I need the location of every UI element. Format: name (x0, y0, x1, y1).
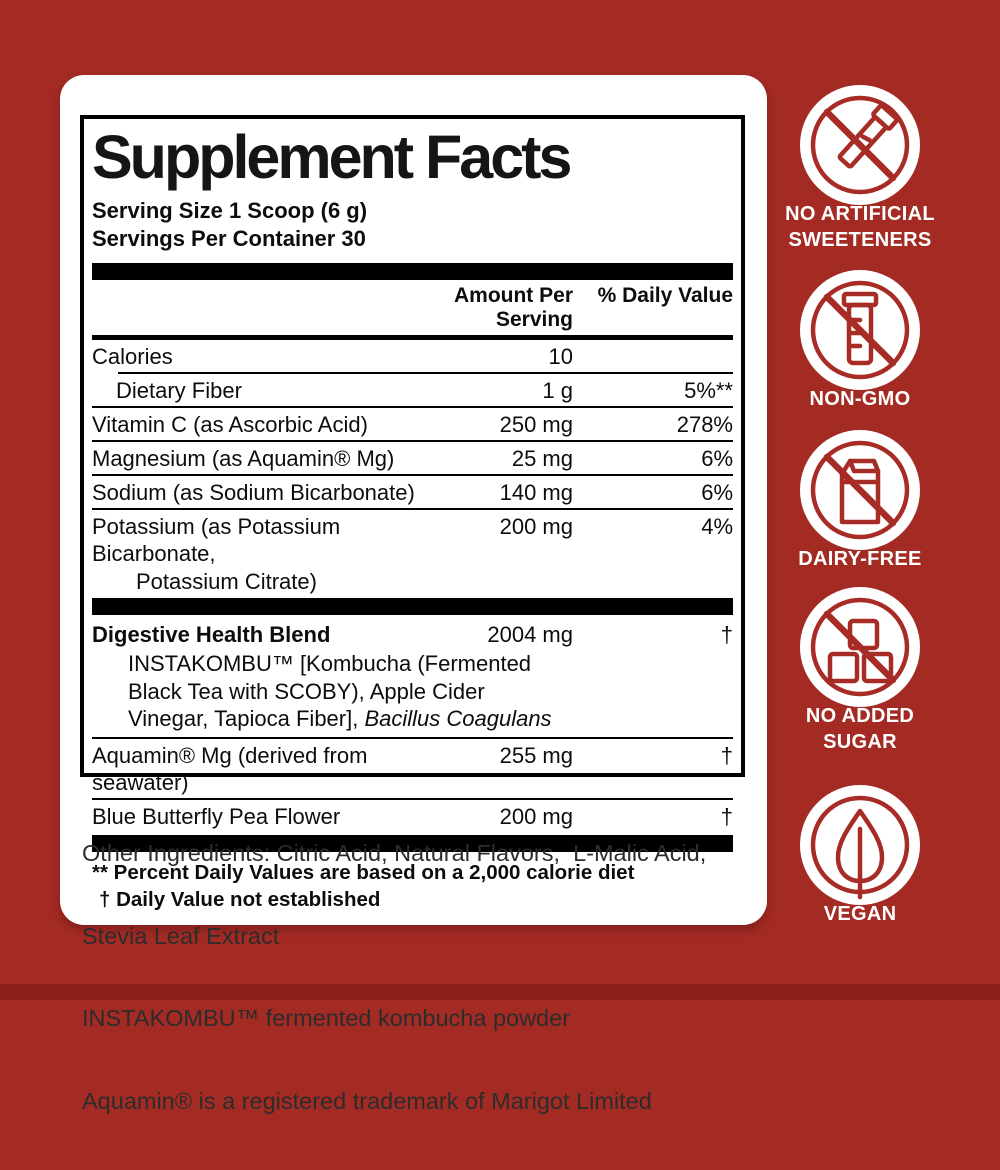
nutrient-amount: 10 (548, 344, 573, 369)
table-row-blue-butterfly-pea-flower: Blue Butterfly Pea Flower 200 mg † (92, 800, 733, 832)
servings-per-container: Servings Per Container 30 (92, 226, 366, 251)
section-bar-top (92, 263, 733, 280)
nutrient-name: Aquamin® Mg (derived from seawater) (92, 742, 368, 795)
table-row-digestive-health-blend: Digestive Health Blend 2004 mg † (92, 615, 733, 650)
blend-name: Digestive Health Blend (92, 622, 331, 647)
other-ingredients-block: Other Ingredients: Citric Acid, Natural … (82, 785, 742, 1170)
blend-ingredients-italic: Bacillus Coagulans (364, 706, 552, 731)
nutrient-amount: 200 mg (499, 514, 573, 539)
vegan-icon (800, 785, 920, 905)
badge-no-added-sugar: NO ADDED SUGAR (785, 587, 935, 755)
row-rule (92, 508, 733, 510)
nutrient-amount: 250 mg (499, 412, 573, 437)
badge-label: DAIRY-FREE (785, 546, 935, 572)
badge-no-artificial-sweeteners: NO ARTIFICIAL SWEETENERS (785, 85, 935, 253)
nutrient-amount: 25 mg (511, 446, 573, 471)
table-row-sodium: Sodium (as Sodium Bicarbonate) 140 mg 6% (92, 476, 733, 508)
non-gmo-icon (800, 270, 920, 390)
serving-info: Serving Size 1 Scoop (6 g) Servings Per … (92, 197, 733, 253)
nutrient-name: Magnesium (as Aquamin® Mg) (92, 446, 395, 471)
row-rule (92, 797, 733, 800)
badge-label: NO ADDED SUGAR (785, 703, 935, 755)
blend-amount: 2004 mg (487, 622, 573, 647)
table-row-magnesium: Magnesium (as Aquamin® Mg) 25 mg 6% (92, 442, 733, 474)
section-bar-bottom (92, 834, 733, 852)
label-panel: Supplement Facts Serving Size 1 Scoop (6… (60, 75, 767, 1114)
row-rule (92, 406, 733, 408)
blend-ingredients-text: Vinegar, Tapioca Fiber], (128, 706, 365, 731)
blend-ingredients-line: INSTAKOMBU™ [Kombucha (Fermented (128, 651, 532, 676)
badge-label-line: SUGAR (823, 731, 897, 753)
row-rule (118, 372, 733, 374)
footnote-daily-value-not-established: † Daily Value not established (99, 887, 381, 911)
footnote-percent-daily-values: ** Percent Daily Values are based on a 2… (92, 860, 635, 884)
nutrient-amount: 200 mg (499, 803, 573, 829)
nutrient-dv: 4% (701, 514, 733, 539)
badge-label-line: VEGAN (823, 903, 897, 925)
badge-vegan: VEGAN (785, 785, 935, 927)
nutrient-name: Dietary Fiber (116, 378, 242, 403)
badge-label: VEGAN (785, 901, 935, 927)
badge-label-line: NON-GMO (809, 388, 911, 410)
nutrient-amount: 255 mg (499, 742, 573, 768)
blend-ingredients-line: Black Tea with SCOBY), Apple Cider (128, 678, 485, 704)
badge-label: NO ARTIFICIAL SWEETENERS (785, 201, 935, 253)
table-row-vitamin-c: Vitamin C (as Ascorbic Acid) 250 mg 278% (92, 408, 733, 440)
nutrient-name: Blue Butterfly Pea Flower (92, 803, 341, 829)
bottom-accent-band (0, 984, 1000, 1000)
nutrient-amount: 1 g (542, 378, 573, 403)
header-rule (92, 335, 733, 340)
supplement-facts-title: Supplement Facts (92, 123, 572, 191)
header-amount-per-serving: Amount Per Serving (453, 284, 573, 331)
row-rule (92, 736, 733, 739)
badge-label-line: SWEETENERS (788, 229, 932, 251)
badge-label-line: DAIRY-FREE (798, 548, 922, 570)
blend-dv: † (720, 622, 733, 647)
other-ingredients-line: INSTAKOMBU™ fermented kombucha powder (82, 1005, 571, 1031)
nutrient-dv: 6% (701, 480, 733, 505)
nutrient-dv: 278% (676, 412, 733, 437)
nutrient-amount: 140 mg (499, 480, 573, 505)
serving-size: Serving Size 1 Scoop (6 g) (92, 198, 368, 223)
no-added-sugar-icon (800, 587, 920, 707)
nutrient-dv: † (720, 803, 733, 829)
nutrient-dv: 6% (701, 446, 733, 471)
badge-label-line: NO ARTIFICIAL (785, 203, 935, 225)
section-bar-blend (92, 598, 733, 615)
table-row-calories: Calories 10 (92, 340, 733, 372)
row-rule (92, 440, 733, 442)
header-daily-value: % Daily Value (597, 284, 733, 307)
other-ingredients-line: Other Ingredients: Citric Acid, Natural … (82, 840, 707, 866)
table-header-row: Amount Per Serving % Daily Value (92, 280, 733, 335)
other-ingredients-line: Aquamin® is a registered trademark of Ma… (82, 1087, 652, 1114)
blend-ingredients-line: Vinegar, Tapioca Fiber], Bacillus Coagul… (92, 705, 733, 733)
table-row-aquamin: Aquamin® Mg (derived from seawater) 255 … (92, 739, 733, 798)
badge-dairy-free: DAIRY-FREE (785, 430, 935, 572)
nutrient-dv: † (720, 742, 733, 768)
nutrient-name: Calories (92, 344, 173, 369)
nutrient-name: Sodium (as Sodium Bicarbonate) (92, 480, 415, 505)
badge-label-line: NO ADDED (805, 705, 915, 727)
nutrient-name: Potassium (as Potassium Bicarbonate, (92, 514, 341, 566)
table-row-potassium: Potassium (as Potassium Bicarbonate, 200… (92, 510, 733, 569)
no-artificial-sweeteners-icon (800, 85, 920, 205)
supplement-label-page: { "colors":{ "background":"#A32B24", "ba… (0, 75, 1000, 1114)
nutrient-dv: 5%** (684, 378, 733, 403)
badge-non-gmo: NON-GMO (785, 270, 935, 412)
other-ingredients-line: Stevia Leaf Extract (82, 922, 280, 949)
table-row-dietary-fiber: Dietary Fiber 1 g 5%** (92, 374, 733, 406)
supplement-facts-table: Supplement Facts Serving Size 1 Scoop (6… (80, 115, 745, 911)
row-rule (92, 474, 733, 476)
nutrient-name-line2: Potassium Citrate) (136, 569, 317, 594)
badge-label: NON-GMO (785, 386, 935, 412)
nutrient-name: Vitamin C (as Ascorbic Acid) (92, 412, 368, 437)
dairy-free-icon (800, 430, 920, 550)
